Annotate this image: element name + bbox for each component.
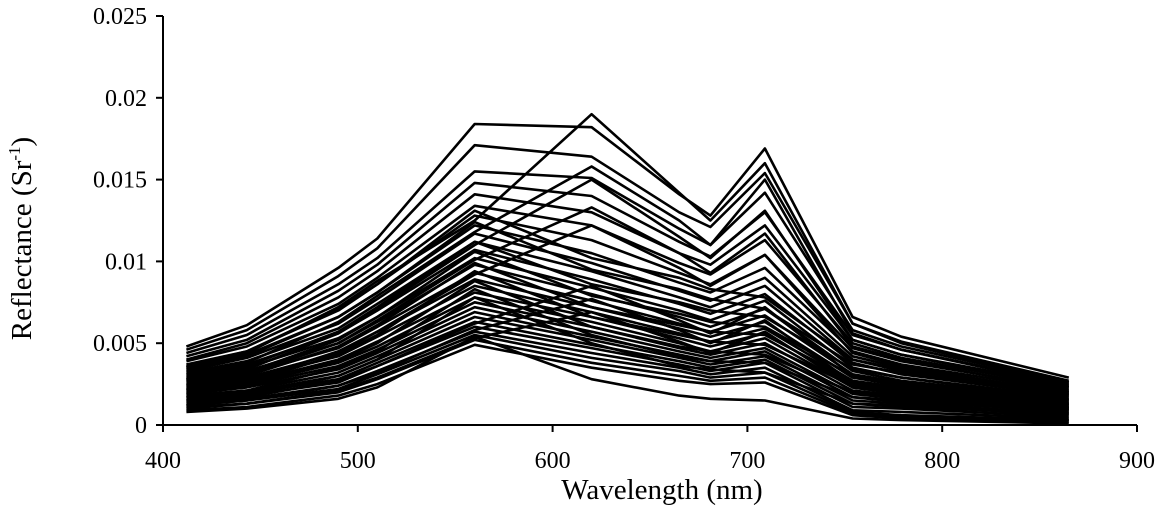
x-axis-ticks: 400 500 600 700 800 900 xyxy=(145,425,1155,474)
series-line-37 xyxy=(186,240,1069,401)
series-line-46 xyxy=(186,310,1069,410)
series-line-3 xyxy=(186,170,1070,384)
x-tick-label: 500 xyxy=(340,448,376,474)
series-line-29 xyxy=(186,335,1069,425)
series-line-45 xyxy=(186,297,1069,409)
series-line-26 xyxy=(186,333,1069,422)
series-line-1 xyxy=(185,122,1070,379)
y-tick-label: 0 xyxy=(135,413,147,439)
y-axis-title-main: Reflectance (Sr xyxy=(6,160,38,340)
x-tick-label: 900 xyxy=(1119,448,1155,474)
series-line-27 xyxy=(186,338,1069,422)
x-tick-label: 400 xyxy=(145,448,181,474)
y-tick-label: 0.005 xyxy=(93,331,147,357)
series-line-35 xyxy=(186,209,1069,394)
x-tick-label: 800 xyxy=(924,448,960,474)
y-axis-title: Reflectance (Sr-1) xyxy=(5,137,38,340)
series-line-33 xyxy=(186,206,1070,392)
x-tick-label: 700 xyxy=(729,448,765,474)
y-tick-label: 0.01 xyxy=(105,249,147,275)
series-line-28 xyxy=(186,343,1069,423)
y-axis-title-close: ) xyxy=(6,137,38,147)
series-line-39 xyxy=(186,261,1069,405)
y-tick-label: 0.02 xyxy=(105,86,147,112)
series-line-36 xyxy=(186,220,1069,397)
series-line-32 xyxy=(186,178,1070,389)
x-tick-label: 600 xyxy=(535,448,571,474)
y-axis-title-superscript: -1 xyxy=(5,146,24,160)
y-tick-label: 0.025 xyxy=(93,4,147,30)
series-line-31 xyxy=(186,165,1070,387)
series-line-42 xyxy=(186,287,1069,412)
y-tick-label: 0.015 xyxy=(93,168,147,194)
series-line-6 xyxy=(186,204,1070,389)
series-line-12 xyxy=(186,256,1069,399)
y-axis-ticks: 0 0.005 0.01 0.015 0.02 0.025 xyxy=(93,4,163,439)
series-line-34 xyxy=(186,224,1070,396)
series-line-43 xyxy=(186,296,1069,415)
series-line-41 xyxy=(186,279,1069,410)
series-lines xyxy=(185,112,1070,425)
series-line-44 xyxy=(186,284,1069,405)
x-axis-title: Wavelength (nm) xyxy=(561,474,762,506)
